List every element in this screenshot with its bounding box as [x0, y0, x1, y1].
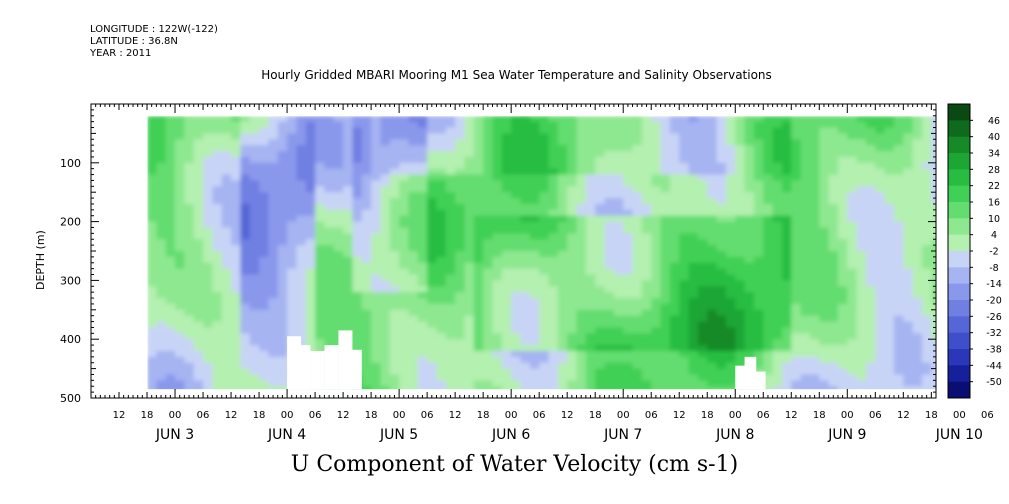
y-tick-label: 100	[60, 157, 81, 170]
x-day-label: JUN 5	[379, 427, 418, 443]
x-hour-label: 18	[925, 410, 938, 421]
x-hour-label: 00	[729, 410, 742, 421]
colorbar-swatch	[948, 300, 970, 317]
x-day-label: JUN 9	[827, 427, 866, 443]
x-hour-label: 00	[393, 410, 406, 421]
x-hour-label: 12	[337, 410, 350, 421]
x-hour-label: 00	[617, 410, 630, 421]
x-hour-label: 00	[953, 410, 966, 421]
colorbar-label: -38	[986, 345, 1002, 356]
x-day-label: JUN 7	[603, 427, 642, 443]
colorbar-swatch	[948, 267, 970, 285]
x-day-label: JUN 8	[715, 427, 754, 443]
colorbar-swatch	[948, 381, 970, 399]
colorbar-swatch	[948, 234, 970, 252]
no-data-gap	[753, 371, 766, 390]
x-hour-label: 18	[813, 410, 826, 421]
colorbar-label: 34	[988, 149, 1000, 160]
colorbar-label: 40	[988, 132, 1000, 143]
colorbar-swatch	[948, 136, 970, 154]
x-hour-label: 18	[589, 410, 602, 421]
x-hour-label: 00	[841, 410, 854, 421]
x-hour-label: 12	[561, 410, 574, 421]
x-day-label: JUN 4	[267, 427, 306, 443]
x-hour-label: 06	[869, 410, 882, 421]
latitude-label: LATITUDE : 36.8N	[90, 36, 178, 47]
no-data-bottom	[91, 389, 936, 398]
no-data-gap	[735, 365, 747, 390]
colorbar-swatch	[948, 202, 970, 219]
chart-title: Hourly Gridded MBARI Mooring M1 Sea Wate…	[261, 68, 772, 82]
colorbar-label: -14	[986, 279, 1002, 290]
x-hour-label: 06	[533, 410, 546, 421]
y-axis-label: DEPTH (m)	[34, 230, 47, 290]
colorbar-label: -32	[986, 328, 1002, 339]
x-hour-label: 12	[449, 410, 462, 421]
x-hour-label: 12	[113, 410, 126, 421]
y-tick-label: 400	[60, 333, 81, 346]
x-hour-label: 00	[505, 410, 518, 421]
colorbar-label: 28	[988, 165, 1000, 176]
x-hour-label: 18	[477, 410, 490, 421]
colorbar-label: -44	[986, 361, 1002, 372]
x-hour-label: 06	[197, 410, 210, 421]
colorbar-label: -2	[989, 247, 998, 258]
y-tick-label: 300	[60, 274, 81, 287]
y-tick-label: 200	[60, 216, 81, 229]
x-hour-label: 06	[757, 410, 770, 421]
no-data-surface	[91, 104, 936, 117]
x-hour-label: 06	[421, 410, 434, 421]
no-data-gap	[296, 345, 311, 390]
no-data-gap	[744, 356, 757, 390]
y-tick-label: 500	[60, 392, 81, 405]
longitude-label: LONGITUDE : 122W(-122)	[90, 24, 218, 35]
x-hour-label: 18	[253, 410, 266, 421]
x-hour-label: 12	[897, 410, 910, 421]
x-hour-label: 18	[365, 410, 378, 421]
year-label: YEAR : 2011	[90, 48, 152, 59]
x-hour-label: 00	[169, 410, 182, 421]
colorbar-swatch	[948, 120, 970, 138]
colorbar-label: 4	[991, 230, 997, 241]
no-data-left	[91, 104, 148, 398]
no-data-gap	[324, 345, 339, 390]
colorbar-swatch	[948, 169, 970, 187]
x-hour-label: 06	[309, 410, 322, 421]
colorbar-swatch	[948, 153, 970, 170]
no-data-gap	[310, 350, 325, 390]
x-day-label: JUN 6	[491, 427, 530, 443]
x-hour-label: 06	[981, 410, 994, 421]
colorbar-swatch	[948, 104, 970, 121]
colorbar-label: -8	[989, 263, 998, 274]
x-hour-label: 06	[645, 410, 658, 421]
colorbar-label: -26	[986, 312, 1002, 323]
x-hour-label: 00	[281, 410, 294, 421]
colorbar-label: 10	[988, 214, 1000, 225]
heatmap-field	[147, 115, 936, 393]
colorbar-swatch	[948, 349, 970, 366]
colorbar-swatch	[948, 185, 970, 203]
x-hour-label: 18	[701, 410, 714, 421]
variable-title: U Component of Water Velocity (cm s-1)	[290, 452, 739, 477]
colorbar-label: 46	[988, 116, 1000, 127]
colorbar-swatch	[948, 365, 970, 383]
x-hour-label: 12	[225, 410, 238, 421]
colorbar-label: 16	[988, 198, 1000, 209]
colorbar-swatch	[948, 332, 970, 350]
colorbar-label: -50	[986, 377, 1002, 388]
x-day-label: JUN 3	[155, 427, 194, 443]
x-hour-label: 18	[141, 410, 154, 421]
x-hour-label: 12	[785, 410, 798, 421]
x-hour-label: 12	[673, 410, 686, 421]
no-data-gap	[347, 349, 362, 390]
colorbar-swatch	[948, 251, 970, 268]
colorbar-swatch	[948, 218, 970, 236]
colorbar-label: -20	[986, 296, 1002, 307]
colorbar-label: 22	[988, 181, 1000, 192]
colorbar-swatch	[948, 316, 970, 334]
colorbar-swatch	[948, 283, 970, 301]
x-day-label: JUN 10	[935, 427, 983, 443]
